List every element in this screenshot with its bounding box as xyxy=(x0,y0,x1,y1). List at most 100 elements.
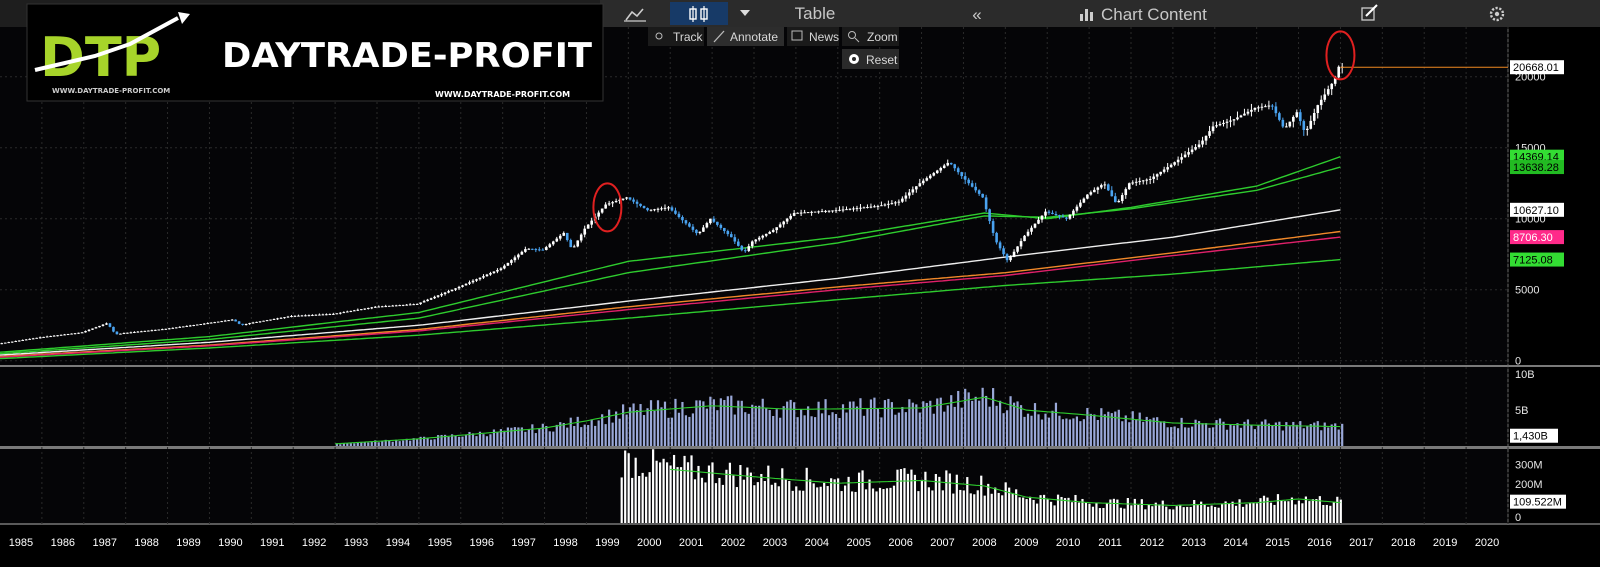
candle-body xyxy=(293,315,297,317)
candle-body xyxy=(80,332,84,334)
track-button[interactable]: Track xyxy=(648,27,704,46)
candle-body xyxy=(1201,140,1204,145)
volume-bar xyxy=(862,415,866,446)
news-button[interactable]: News xyxy=(787,27,839,46)
volume-bar xyxy=(426,438,429,446)
volume-bar xyxy=(789,399,792,446)
candle-body xyxy=(401,304,405,306)
candle-body xyxy=(827,210,831,212)
candle-body xyxy=(157,329,161,331)
candle-body xyxy=(796,212,799,214)
candle-body xyxy=(1086,194,1089,199)
settings-gear-icon[interactable] xyxy=(1489,6,1505,22)
candle-body xyxy=(1323,94,1327,100)
volume-bar xyxy=(890,402,893,446)
edit-icon[interactable] xyxy=(1361,4,1378,21)
volume-bar xyxy=(709,396,712,446)
volume-bar xyxy=(838,418,841,446)
annotate-button[interactable]: Annotate xyxy=(707,27,784,46)
secondary-volume-bar xyxy=(1077,502,1081,523)
reset-button[interactable]: Reset xyxy=(842,49,899,69)
secondary-volume-bar xyxy=(1339,499,1342,523)
volume-bar xyxy=(817,401,820,446)
secondary-volume-bar xyxy=(910,469,913,523)
secondary-volume-bar xyxy=(1332,502,1335,523)
volume-bar xyxy=(1327,427,1330,446)
moving-average-line xyxy=(0,258,1341,360)
secondary-volume-bar xyxy=(924,471,927,523)
volume-bar xyxy=(950,395,953,446)
candle-body xyxy=(632,199,635,202)
secondary-volume-bar xyxy=(1182,507,1185,523)
volume-bar xyxy=(1170,427,1173,446)
candle-chart-button[interactable] xyxy=(670,2,728,25)
volume-bar xyxy=(628,407,632,446)
chart-content-button[interactable]: Chart Content xyxy=(1080,5,1207,24)
candle-body xyxy=(1005,254,1009,261)
volume-bar xyxy=(1086,407,1089,446)
candle-body xyxy=(778,224,782,228)
candle-body xyxy=(387,305,391,307)
secondary-volume-bar xyxy=(1189,506,1192,523)
secondary-volume-bar xyxy=(1053,505,1056,523)
volume-bar xyxy=(1033,403,1037,446)
volume-bar xyxy=(674,398,677,446)
secondary-volume-bar xyxy=(1022,497,1025,523)
secondary-volume-bar xyxy=(638,476,641,523)
volume-bar xyxy=(754,405,757,446)
volume-bar xyxy=(887,398,890,446)
secondary-volume-bar xyxy=(903,468,906,523)
candle-body xyxy=(1250,109,1253,112)
chart-type-dropdown-icon[interactable] xyxy=(740,10,750,16)
volume-bar xyxy=(381,440,384,446)
candle-body xyxy=(1040,215,1044,220)
table-tab[interactable]: Table xyxy=(795,4,836,23)
volume-bar xyxy=(960,407,963,446)
candle-body xyxy=(649,209,653,211)
candle-body xyxy=(764,233,768,236)
secondary-volume-bar xyxy=(1203,504,1206,523)
secondary-volume-bar xyxy=(1063,498,1067,523)
volume-bar xyxy=(621,404,625,446)
volume-bar xyxy=(457,436,461,446)
volume-bar xyxy=(611,422,614,446)
collapse-icon[interactable]: « xyxy=(972,5,981,24)
volume-bar xyxy=(1051,410,1054,446)
secondary-volume-bar xyxy=(1165,506,1168,523)
volume-bar xyxy=(1138,412,1141,446)
track-label: Track xyxy=(673,30,704,44)
candle-body xyxy=(670,207,674,211)
candle-body xyxy=(237,321,241,324)
candle-body xyxy=(789,215,792,219)
candle-body xyxy=(24,339,28,341)
candle-body xyxy=(161,329,164,331)
candle-body xyxy=(1288,121,1292,127)
secondary-volume-bar xyxy=(850,491,854,523)
volume-bar xyxy=(618,418,621,446)
volume-bar xyxy=(1246,419,1250,446)
zoom-button[interactable]: Zoom xyxy=(842,27,899,46)
candle-body xyxy=(1009,257,1012,261)
secondary-volume-bar xyxy=(634,457,637,523)
candle-body xyxy=(733,237,737,242)
candle-body xyxy=(1138,181,1142,183)
secondary-volume-bar xyxy=(1294,504,1297,523)
candle-body xyxy=(1333,77,1337,84)
line-chart-button[interactable] xyxy=(624,8,646,22)
volume-bar xyxy=(974,396,977,446)
secondary-volume-bar xyxy=(718,477,721,523)
secondary-volume-bar xyxy=(756,482,759,523)
x-tick-year: 1999 xyxy=(595,537,619,549)
candle-body xyxy=(251,322,255,324)
secondary-volume-bar xyxy=(1283,501,1287,523)
secondary-volume-bar xyxy=(781,468,784,523)
volume-bar xyxy=(1197,421,1201,446)
candle-body xyxy=(1023,235,1026,242)
volume-bar xyxy=(859,398,862,446)
secondary-volume-bar xyxy=(697,465,700,523)
volume-bar xyxy=(1047,417,1051,446)
value-tag-label: 20668.01 xyxy=(1513,62,1559,74)
secondary-volume-bar xyxy=(676,467,679,523)
candle-body xyxy=(366,307,370,309)
